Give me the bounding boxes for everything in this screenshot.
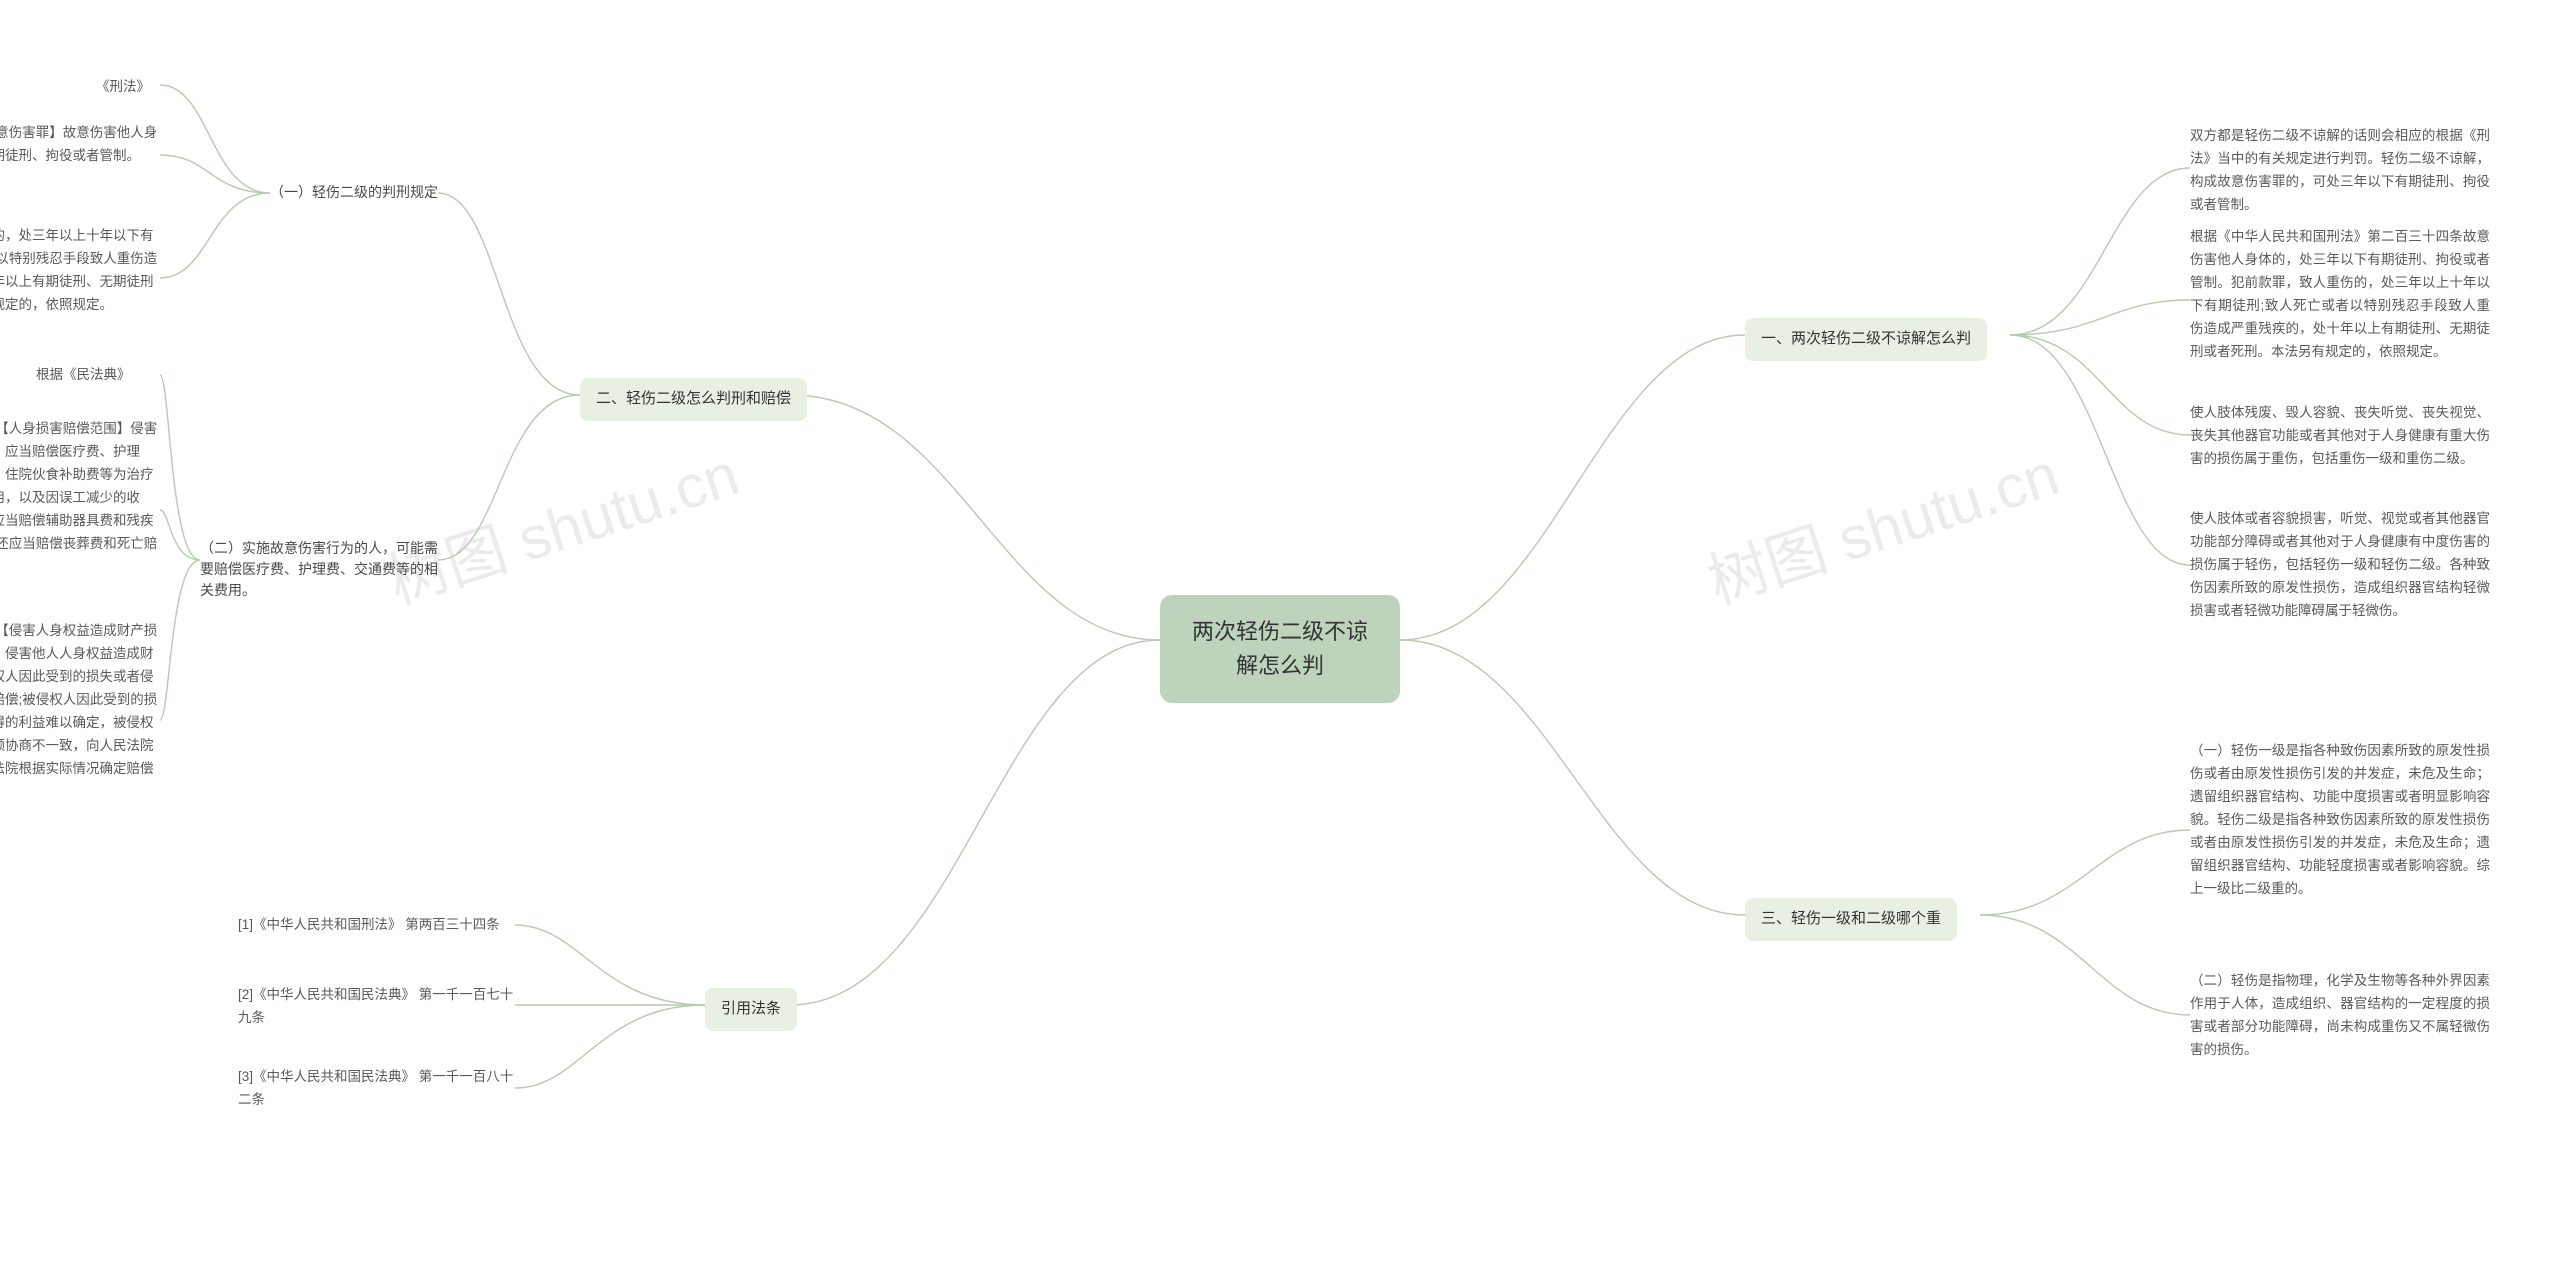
branch-3[interactable]: 三、轻伤一级和二级哪个重 [1745, 898, 1957, 941]
b1-leaf-2: 根据《中华人民共和国刑法》第二百三十四条故意伤害他人身体的，处三年以下有期徒刑、… [2190, 226, 2490, 364]
b2-s1-leaf-1: 《刑法》 [96, 76, 150, 99]
branch-2[interactable]: 二、轻伤二级怎么判刑和赔偿 [580, 378, 807, 421]
b2-sub-1[interactable]: （一）轻伤二级的判刑规定 [270, 182, 438, 203]
b2-s2-leaf-1: 根据《民法典》 [36, 364, 131, 387]
b1-leaf-4: 使人肢体或者容貌损害，听觉、视觉或者其他器官功能部分障碍或者其他对于人身健康有中… [2190, 508, 2490, 623]
b1-leaf-3: 使人肢体残废、毁人容貌、丧失听觉、丧失视觉、丧失其他器官功能或者其他对于人身健康… [2190, 402, 2490, 471]
b2-s2-leaf-3: 第一千一百八十二条 【侵害人身权益造成财产损失的赔偿数额的确定】侵害他人人身权益… [0, 620, 165, 804]
mindmap-canvas: 树图 shutu.cn 树图 shutu.cn 两次轻伤二级不谅解怎 [0, 0, 2560, 1269]
b2-s2-leaf-2: 第一千一百七十九条 【人身损害赔偿范围】侵害他人造成人身损害的，应当赔偿医疗费、… [0, 418, 165, 579]
branch-1[interactable]: 一、两次轻伤二级不谅解怎么判 [1745, 318, 1987, 361]
b4-leaf-3: [3]《中华人民共和国民法典》 第一千一百八十二条 [238, 1066, 518, 1112]
b2-s1-leaf-2: 第二百三十四条 【故意伤害罪】故意伤害他人身体的，处三年以下有期徒刑、拘役或者管… [0, 122, 165, 168]
root-node[interactable]: 两次轻伤二级不谅解怎么判 [1160, 595, 1400, 703]
b4-leaf-1: [1]《中华人民共和国刑法》 第两百三十四条 [238, 914, 500, 937]
b1-leaf-1: 双方都是轻伤二级不谅解的话则会相应的根据《刑法》当中的有关规定进行判罚。轻伤二级… [2190, 125, 2490, 217]
watermark: 树图 shutu.cn [1695, 426, 2068, 621]
b3-leaf-2: （二）轻伤是指物理，化学及生物等各种外界因素作用于人体，造成组织、器官结构的一定… [2190, 970, 2490, 1062]
branch-4[interactable]: 引用法条 [705, 988, 797, 1031]
b2-s1-leaf-3: 犯前款罪，致人重伤的，处三年以上十年以下有期徒刑;致人死亡或者以特别残忍手段致人… [0, 225, 165, 317]
b3-leaf-1: （一）轻伤一级是指各种致伤因素所致的原发性损伤或者由原发性损伤引发的并发症，未危… [2190, 740, 2490, 901]
b2-sub-2[interactable]: （二）实施故意伤害行为的人，可能需要赔偿医疗费、护理费、交通费等的相关费用。 [200, 538, 448, 601]
b4-leaf-2: [2]《中华人民共和国民法典》 第一千一百七十九条 [238, 984, 518, 1030]
